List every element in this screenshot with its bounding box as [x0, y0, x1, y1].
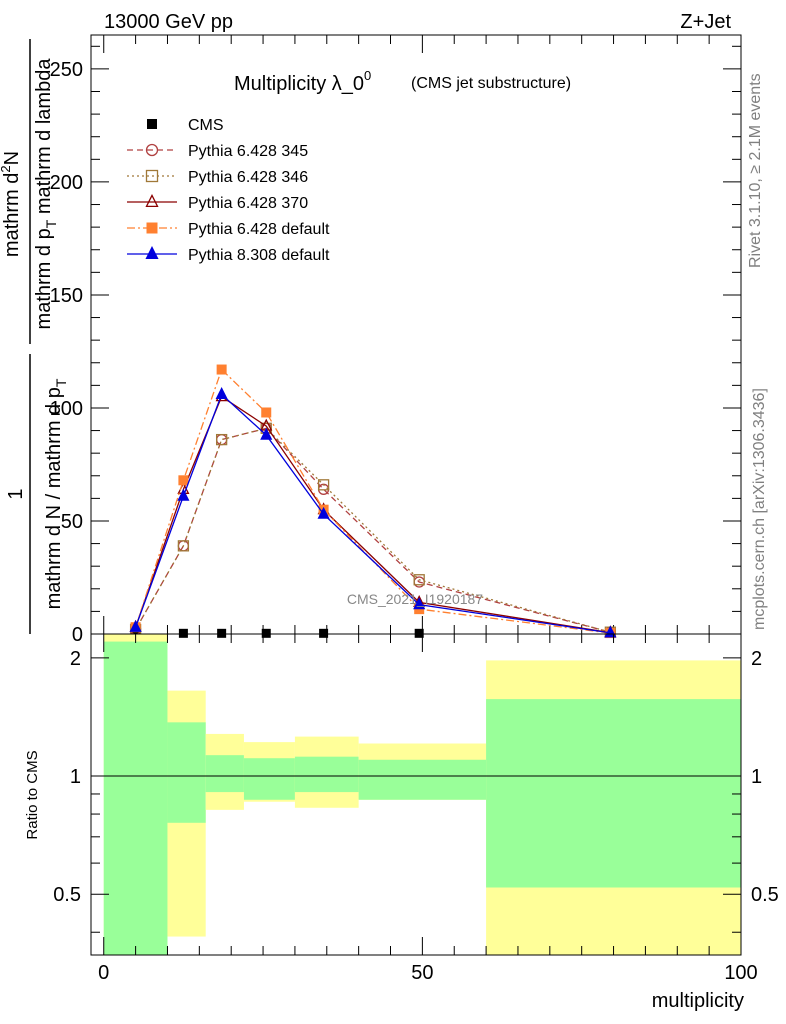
y-label-one: 1 — [5, 488, 27, 499]
main-y-tick-label: 200 — [50, 172, 83, 194]
ratio-band-inner — [358, 759, 487, 800]
ratio-band-inner — [486, 699, 741, 888]
legend-item: Pythia 6.428 default — [127, 221, 330, 238]
data-point — [413, 574, 425, 586]
legend-item: CMS — [147, 117, 224, 134]
data-point — [319, 628, 329, 638]
watermark: CMS_2021_I1920187 — [347, 591, 483, 607]
legend-item: Pythia 8.308 default — [127, 246, 330, 264]
mcplots-label: mcplots.cern.ch [arXiv:1306.3436] — [751, 388, 768, 630]
data-point — [129, 619, 142, 632]
y-label-denom2-sub: T — [43, 219, 59, 228]
data-point — [317, 506, 330, 519]
data-point — [414, 628, 424, 638]
ratio-y-tick-label-right: 1 — [751, 766, 762, 788]
ratio-plot-panel: 0.5 0.5 1 1 2 2 0 50 100 Ratio to CMS multiplici… — [24, 633, 779, 1012]
legend-marker — [145, 143, 159, 157]
ratio-y-tick-label-right: 2 — [751, 648, 762, 670]
data-point — [261, 628, 271, 638]
data-point — [216, 364, 227, 375]
ratio-y-tick-label-left: 1 — [70, 766, 81, 788]
y-label-denom-main: mathrm d N / mathrm d p — [43, 387, 65, 609]
legend-label: Pythia 6.428 370 — [188, 195, 308, 212]
y-label-n: N — [1, 151, 23, 165]
x-tick-label: 100 — [724, 962, 757, 984]
data-point — [215, 433, 228, 446]
legend-item: Pythia 6.428 345 — [127, 143, 308, 160]
ratio-y-tick-label-right: 0.5 — [751, 884, 779, 906]
legend-item: Pythia 6.428 370 — [127, 194, 308, 212]
y-label-denom2-end: mathrm d lambda — [33, 58, 55, 220]
legend-marker — [145, 169, 159, 183]
legend-item: Pythia 6.428 346 — [127, 169, 308, 186]
data-point — [215, 387, 228, 400]
series-pythia-5 — [129, 387, 617, 638]
x-tick-label: 0 — [98, 962, 109, 984]
y-label-denom2: mathrm d pT mathrm d lambda — [33, 58, 59, 330]
main-plot-panel: 0 50 100 150 200 250 CMS_2021_I1920187 Multip… — [0, 34, 742, 646]
energy-label: 13000 GeV pp — [104, 11, 233, 33]
series-cms — [131, 628, 615, 638]
ratio-band-inner — [103, 641, 168, 955]
main-y-tick-label: 100 — [50, 398, 83, 420]
data-point — [260, 427, 273, 440]
x-tick-label: 50 — [411, 962, 433, 984]
legend-label: Pythia 8.308 default — [188, 247, 330, 264]
chart-title-sup: 0 — [364, 68, 371, 83]
y-label-d2-sup: 2 — [0, 165, 13, 172]
data-point — [261, 407, 272, 418]
legend-label: Pythia 6.428 default — [188, 221, 330, 238]
legend-label: Pythia 6.428 345 — [188, 143, 308, 160]
ratio-y-label: Ratio to CMS — [24, 750, 41, 839]
legend-label: Pythia 6.428 346 — [188, 169, 308, 186]
main-y-tick-label: 150 — [50, 285, 83, 307]
data-point — [413, 597, 426, 610]
ratio-y-tick-label-left: 0.5 — [53, 884, 81, 906]
data-point — [178, 628, 188, 638]
rivet-label: Rivet 3.1.10, ≥ 2.1M events — [747, 73, 764, 268]
y-label-num-left: mathrm d N / mathrm d pT — [43, 378, 69, 609]
main-y-axis-label: 1 mathrm d N / mathrm d pT mathrm d2N ma… — [0, 39, 69, 634]
ratio-y-tick-label-left: 2 — [70, 648, 81, 670]
chart-title: Multiplicity λ_00 — [234, 68, 371, 95]
chart-subtitle: (CMS jet substructure) — [411, 75, 571, 92]
legend-marker — [146, 222, 158, 234]
ratio-bands — [103, 634, 741, 955]
chart-title-main: Multiplicity λ_0 — [234, 73, 364, 95]
data-point — [177, 540, 190, 552]
y-label-num-right: mathrm d2N — [0, 151, 23, 257]
legend: CMS Pythia 6.428 345 Pythia 6.428 346 Pythi… — [127, 117, 330, 264]
data-point — [217, 628, 227, 638]
data-point — [215, 433, 228, 446]
process-label: Z+Jet — [680, 11, 731, 33]
ratio-band-inner — [294, 756, 359, 793]
x-axis-label: multiplicity — [652, 990, 744, 1012]
data-point — [131, 628, 141, 638]
legend-marker — [145, 246, 159, 260]
legend-marker — [145, 194, 159, 208]
data-point — [317, 479, 330, 491]
ratio-band-inner — [167, 722, 206, 823]
main-y-tick-label: 0 — [72, 624, 83, 646]
legend-label: CMS — [188, 117, 224, 134]
main-y-tick-label: 50 — [61, 511, 83, 533]
data-point — [177, 488, 190, 501]
data-point — [178, 475, 189, 486]
ratio-band-inner — [243, 758, 295, 800]
y-label-denom-sub: T — [53, 378, 69, 387]
legend-marker — [147, 119, 157, 129]
ratio-plot-frame — [90, 633, 742, 956]
y-label-denom2-start: mathrm d p — [33, 228, 55, 329]
y-label-d2: mathrm d — [1, 173, 23, 257]
ratio-band-inner — [205, 755, 244, 793]
main-y-tick-label: 250 — [50, 59, 83, 81]
